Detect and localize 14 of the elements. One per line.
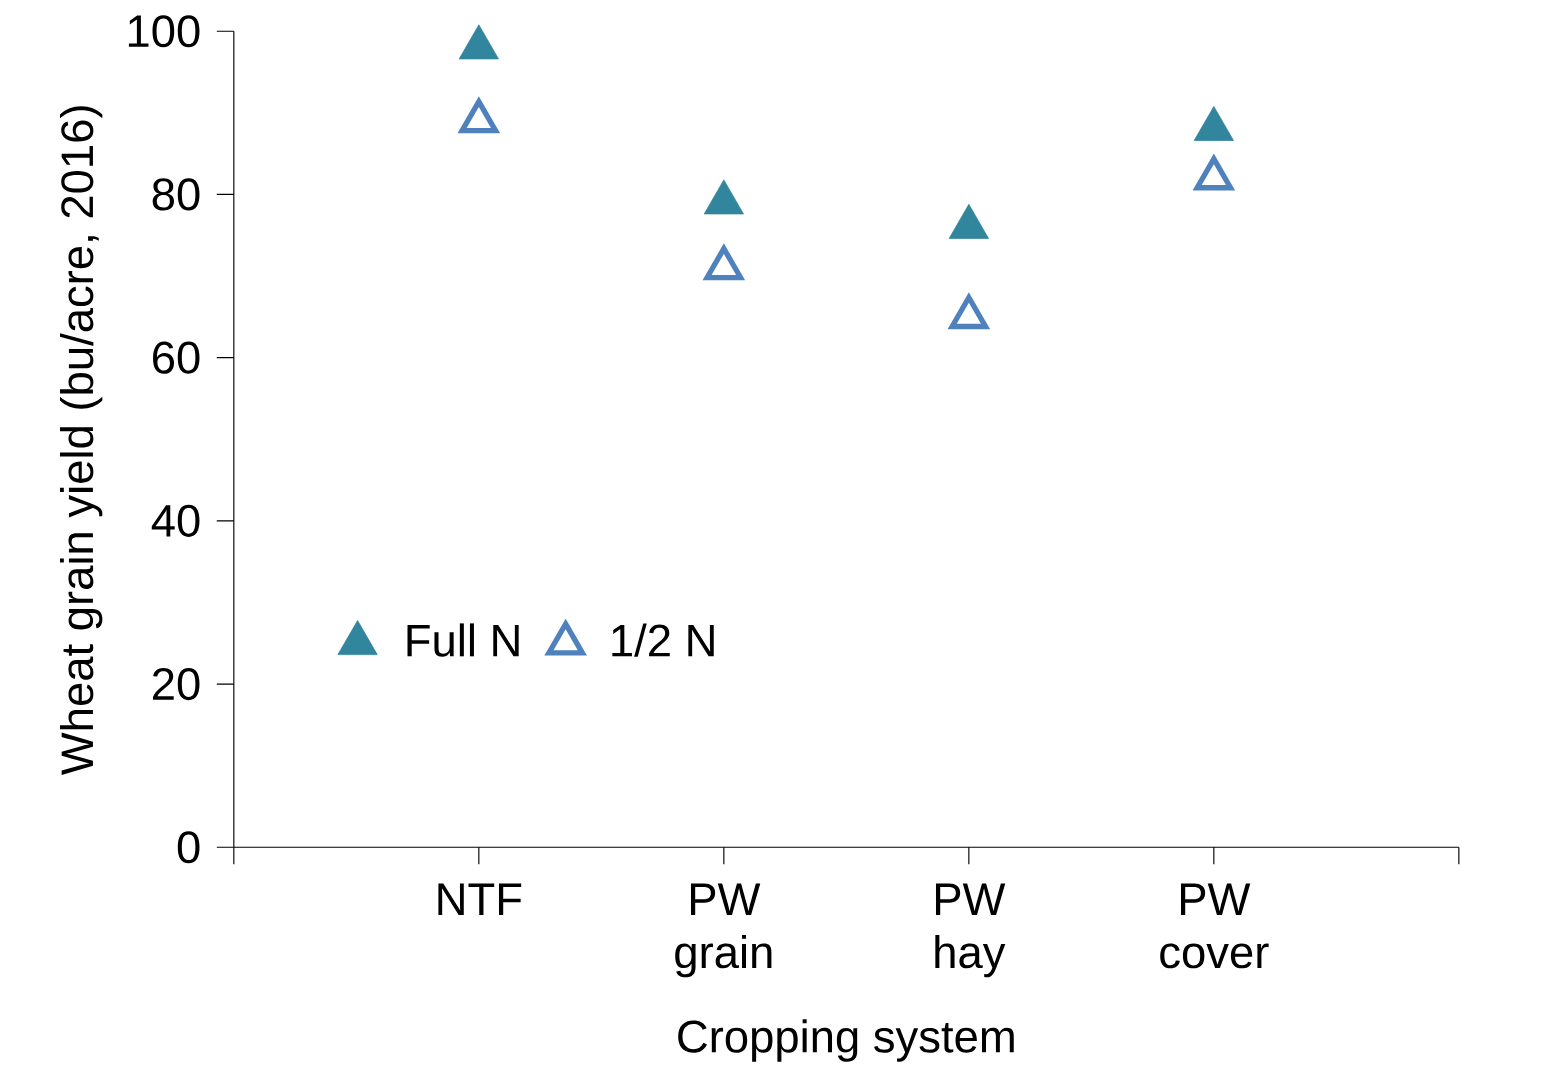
x-tick-label: PW cover (1160, 883, 1269, 969)
y-axis-title: Wheat grain yield (bu/acre, 2016) (60, 106, 103, 776)
y-tick-label: 0 (177, 831, 200, 864)
x-tick-label: NTF (438, 883, 522, 915)
y-tick-label: 100 (128, 15, 200, 48)
y-tick-label: 40 (151, 504, 200, 537)
x-axis-title: Cropping system (678, 1019, 1014, 1062)
x-tick-label: PW grain (675, 883, 772, 978)
legend-label: Full N (407, 623, 519, 657)
y-tick-label: 80 (152, 178, 200, 211)
x-tick-label: PW hay (935, 883, 1006, 978)
y-tick-label: 60 (153, 341, 200, 374)
legend-label: 1/2 N (612, 623, 714, 657)
y-tick-label: 20 (153, 668, 200, 701)
